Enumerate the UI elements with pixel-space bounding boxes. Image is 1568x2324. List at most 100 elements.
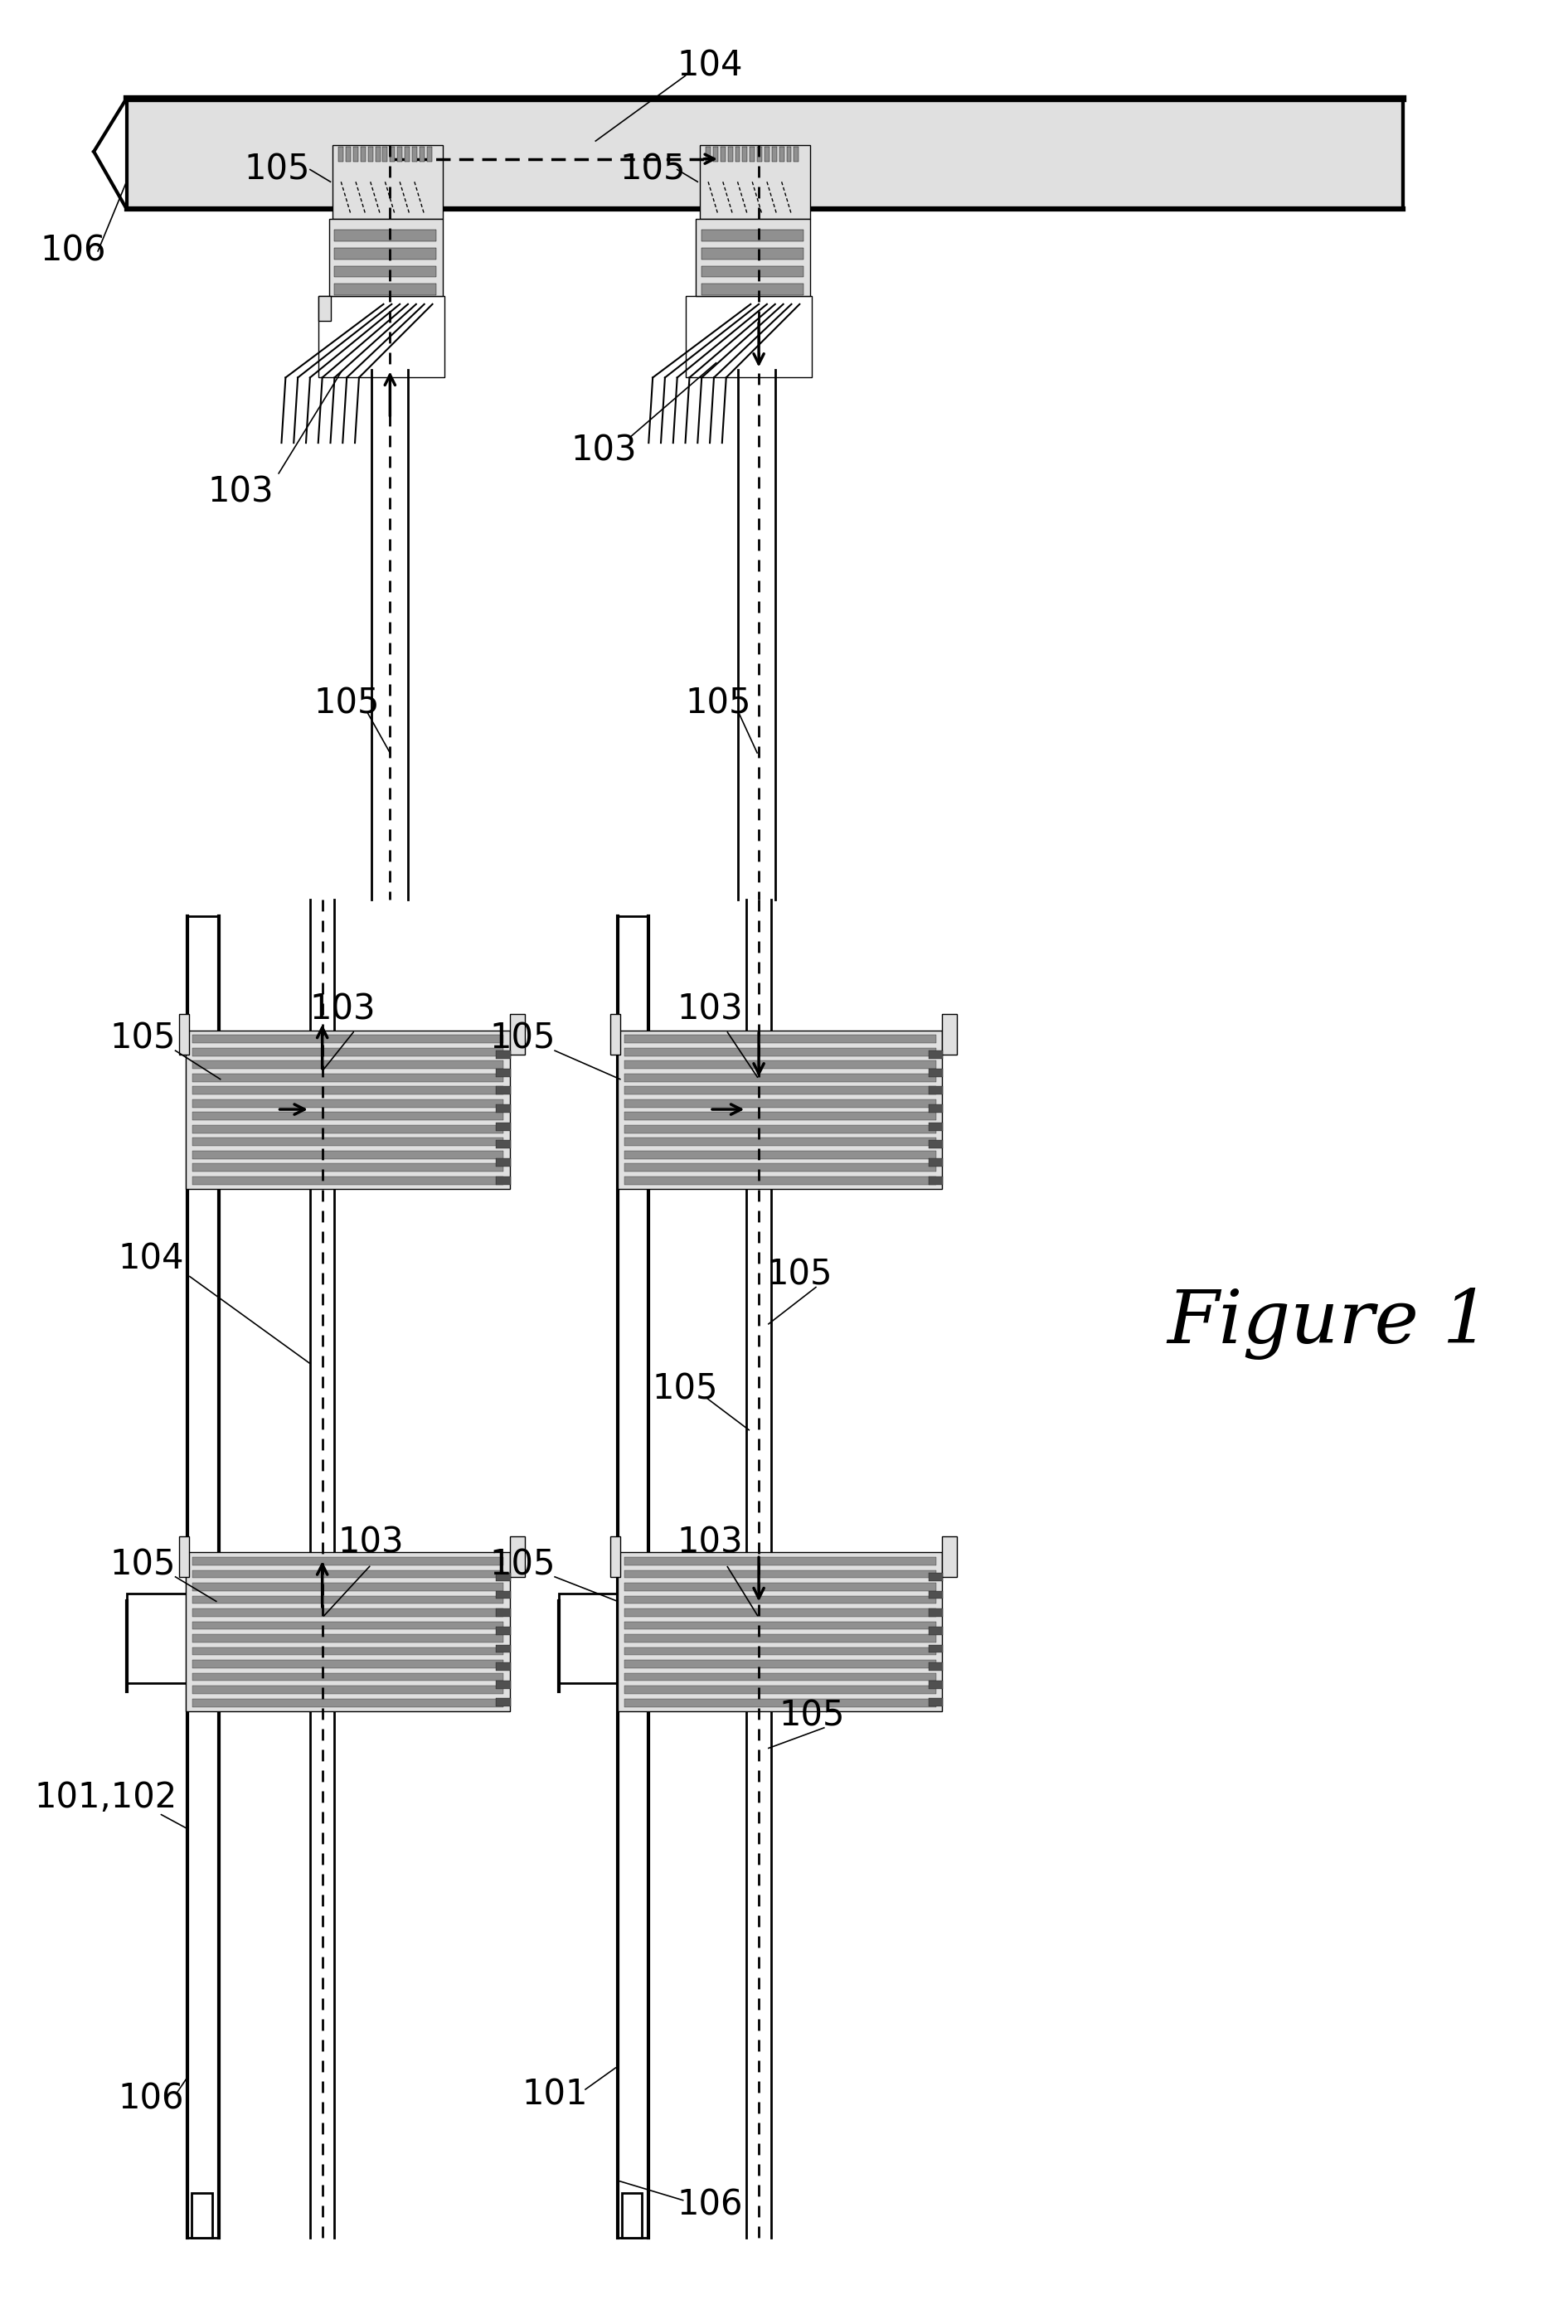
Bar bbox=[191, 2194, 212, 2238]
Bar bbox=[495, 1608, 511, 1618]
Bar bbox=[193, 1673, 503, 1680]
Bar bbox=[928, 1645, 944, 1652]
Bar bbox=[193, 1557, 503, 1566]
Bar bbox=[397, 146, 403, 160]
Bar bbox=[193, 1074, 503, 1081]
Bar bbox=[127, 1594, 190, 1683]
Bar bbox=[610, 1536, 619, 1578]
Bar bbox=[622, 2194, 643, 2238]
Bar bbox=[193, 1622, 503, 1629]
Bar bbox=[928, 1627, 944, 1634]
Bar bbox=[706, 146, 710, 160]
Text: 104: 104 bbox=[118, 1241, 183, 1276]
Bar bbox=[179, 1013, 190, 1055]
Bar bbox=[193, 1099, 503, 1109]
Bar bbox=[329, 218, 444, 295]
Bar bbox=[696, 218, 811, 295]
Bar bbox=[495, 1680, 511, 1690]
Bar bbox=[495, 1662, 511, 1671]
Bar bbox=[699, 144, 811, 218]
Bar bbox=[610, 1013, 619, 1055]
Bar bbox=[720, 146, 726, 160]
Bar bbox=[771, 146, 776, 160]
Bar bbox=[339, 146, 343, 160]
Bar bbox=[624, 1622, 936, 1629]
Text: 101: 101 bbox=[522, 2078, 588, 2113]
Text: 101,102: 101,102 bbox=[34, 1780, 177, 1815]
Bar bbox=[361, 146, 365, 160]
Bar bbox=[318, 295, 331, 321]
Bar bbox=[495, 1699, 511, 1706]
Bar bbox=[188, 916, 218, 2238]
Bar bbox=[495, 1050, 511, 1060]
Text: 103: 103 bbox=[309, 992, 376, 1027]
Bar bbox=[624, 1557, 936, 1566]
Bar bbox=[928, 1176, 944, 1185]
Bar bbox=[728, 146, 732, 160]
Bar bbox=[193, 1060, 503, 1069]
Bar bbox=[685, 295, 812, 376]
Text: Figure 1: Figure 1 bbox=[1167, 1287, 1490, 1360]
Bar bbox=[495, 1141, 511, 1148]
Bar bbox=[624, 1164, 936, 1171]
Text: 103: 103 bbox=[207, 474, 274, 509]
Bar bbox=[495, 1157, 511, 1167]
Bar bbox=[193, 1125, 503, 1134]
Bar bbox=[928, 1608, 944, 1618]
Bar bbox=[624, 1048, 936, 1055]
Bar bbox=[193, 1608, 503, 1618]
Text: 105: 105 bbox=[767, 1257, 833, 1292]
Bar bbox=[618, 916, 649, 2238]
Bar bbox=[624, 1583, 936, 1592]
Bar bbox=[193, 1597, 503, 1604]
Bar bbox=[383, 146, 387, 160]
Bar bbox=[624, 1034, 936, 1043]
Bar bbox=[495, 1104, 511, 1113]
Bar bbox=[624, 1634, 936, 1643]
Bar bbox=[375, 146, 379, 160]
Text: 105: 105 bbox=[685, 686, 751, 720]
Bar bbox=[193, 1150, 503, 1160]
Bar bbox=[419, 146, 425, 160]
Bar bbox=[624, 1597, 936, 1604]
Bar bbox=[510, 1013, 525, 1055]
Bar bbox=[779, 146, 784, 160]
Bar bbox=[495, 1122, 511, 1129]
Bar bbox=[193, 1659, 503, 1669]
Bar bbox=[765, 146, 770, 160]
Bar bbox=[624, 1125, 936, 1134]
Bar bbox=[187, 1552, 510, 1710]
Text: 106: 106 bbox=[118, 2082, 183, 2117]
Text: 105: 105 bbox=[314, 686, 379, 720]
Bar bbox=[787, 146, 792, 160]
Bar bbox=[193, 1085, 503, 1095]
Bar bbox=[334, 265, 436, 277]
Bar bbox=[624, 1060, 936, 1069]
Bar bbox=[624, 1139, 936, 1146]
Bar bbox=[193, 1699, 503, 1706]
Bar bbox=[735, 146, 740, 160]
Bar bbox=[193, 1048, 503, 1055]
Bar bbox=[193, 1176, 503, 1185]
Bar bbox=[928, 1088, 944, 1095]
Bar bbox=[426, 146, 431, 160]
Bar bbox=[928, 1069, 944, 1076]
Bar bbox=[390, 146, 395, 160]
Text: 105: 105 bbox=[489, 1020, 555, 1055]
Bar bbox=[495, 1627, 511, 1634]
Bar bbox=[942, 1536, 956, 1578]
Bar bbox=[624, 1150, 936, 1160]
Bar bbox=[928, 1122, 944, 1129]
Bar bbox=[757, 146, 762, 160]
Text: 106: 106 bbox=[41, 235, 107, 270]
Bar bbox=[193, 1113, 503, 1120]
Text: 105: 105 bbox=[652, 1371, 718, 1406]
Bar bbox=[928, 1141, 944, 1148]
Bar bbox=[334, 249, 436, 260]
Bar bbox=[701, 284, 804, 295]
Bar bbox=[405, 146, 409, 160]
Bar bbox=[624, 1673, 936, 1680]
Bar bbox=[624, 1685, 936, 1694]
Text: 105: 105 bbox=[779, 1699, 845, 1734]
Bar bbox=[353, 146, 358, 160]
